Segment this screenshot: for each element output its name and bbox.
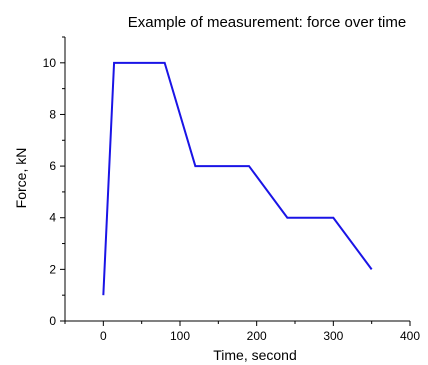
y-tick-label: 10 [43,56,57,70]
x-tick-label: 100 [170,329,190,343]
x-tick-label: 400 [400,329,420,343]
series-line [102,61,373,296]
chart-title: Example of measurement: force over time [128,14,406,31]
y-tick-label: 0 [49,314,56,328]
x-tick-label: 200 [247,329,267,343]
y-tick-label: 6 [49,159,56,173]
y-axis-label: Force, kN [13,148,29,209]
x-tick-label: 300 [323,329,343,343]
x-tick-label: 0 [100,329,107,343]
x-axis-label: Time, second [213,347,297,363]
y-tick-label: 4 [49,211,56,225]
y-tick-label: 2 [49,262,56,276]
plot-area: 0 100 200 300 400 0 2 4 6 8 10 [43,36,420,343]
y-tick-label: 8 [49,107,56,121]
